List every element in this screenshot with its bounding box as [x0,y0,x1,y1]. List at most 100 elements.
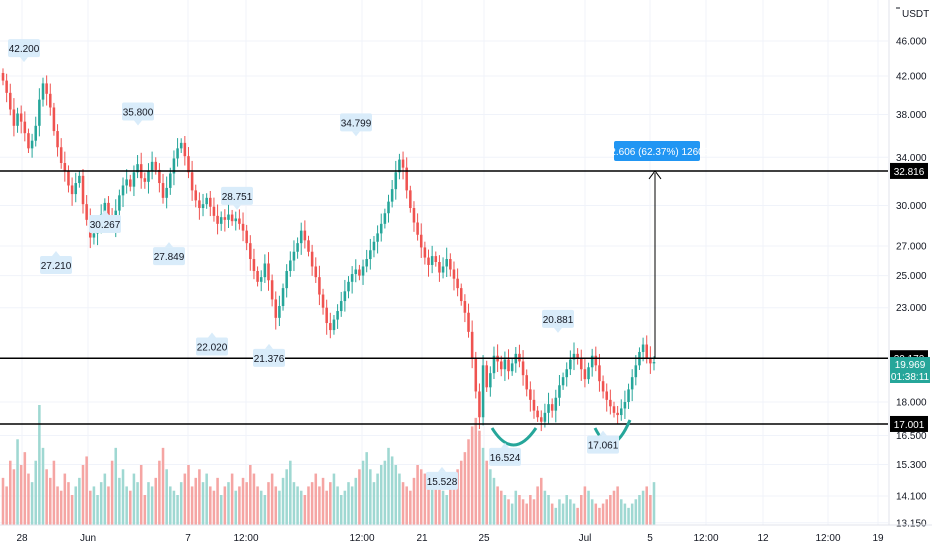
volume-bar [209,486,212,525]
candle-body [132,172,136,187]
candle-body [565,369,568,378]
candle-body [379,223,383,234]
candle-body [74,183,78,195]
volume-bar [183,473,187,525]
candle-body [238,218,241,224]
volume-bar [379,465,383,525]
candle-body [609,399,612,407]
volume-bar [598,507,601,525]
candle-body [485,365,488,388]
candle-body [492,355,496,374]
candle-body [419,234,423,248]
volume-bar [165,469,168,525]
volume-bar [227,482,230,525]
candle-body [241,223,245,231]
volume-bar [92,486,96,525]
currency-selector[interactable]: USDT [896,7,929,20]
volume-bar [190,486,194,525]
callout-box [426,471,458,490]
candle-body [372,241,376,251]
volume-bar [249,465,252,525]
price-tick-label: 34.000 [896,153,927,164]
price-callout: 27.849 [153,242,185,266]
callout-box [489,447,521,466]
volume-bar [594,503,598,525]
volume-bar [365,452,368,525]
volume-bar [59,490,63,525]
candle-body [296,243,299,252]
price-tick-label: 27.000 [896,241,927,252]
volume-bar [634,499,638,525]
candle-body [343,291,347,302]
volume-bar [459,460,463,525]
level-price-tag [890,162,928,179]
candle-body [281,288,285,307]
level-price-tag-text: 17.001 [894,420,925,431]
volume-bar [401,482,405,525]
price-callout: 27.210 [40,251,72,275]
candle-body [209,197,212,207]
candle-body [449,259,452,270]
candle-body [339,301,343,312]
volume-bar [354,477,358,525]
callout-text: 16.524 [490,453,521,464]
volume-bar [449,486,452,525]
candle-body [78,175,81,184]
volume-bar [387,447,390,525]
callout-box [40,256,72,275]
candle-body [398,159,401,173]
volume-bar [321,477,325,525]
callout-pointer [134,120,142,126]
volume-bar [390,456,394,525]
candle-body [416,222,419,235]
candle-body [158,169,161,184]
price-tick-label: 42.000 [896,72,927,83]
candle-body [136,164,139,173]
callout-text: 21.376 [254,354,285,365]
volume-bar [547,495,550,525]
candle-body [256,271,259,282]
volume-bar [485,460,488,525]
candle-body [445,259,448,267]
candle-body [23,121,27,134]
candle-body [67,171,70,186]
volume-bar [110,460,114,525]
candle-body [336,311,339,320]
volume-bar [136,482,139,525]
volume-bar [463,452,467,525]
price-tick-label: 46.000 [896,36,927,47]
candle-body [49,93,52,108]
candle-body [481,365,485,418]
candle-body [16,113,19,126]
volume-bar [12,469,16,525]
candle-body [150,161,154,172]
volume-bar [19,465,23,525]
candle-body [572,353,576,360]
candle-body [52,107,56,132]
callout-text: 22.020 [197,342,228,353]
candle-body [387,201,390,214]
callout-pointer [352,131,360,137]
volume-bar [412,477,416,525]
measure-label-box [614,141,700,161]
candle-body [212,206,216,216]
callout-box [542,309,574,328]
time-tick-label: Jun [80,533,96,544]
volume-bar [358,469,361,525]
horizontal-levels [0,170,888,425]
volume-bar [234,490,238,525]
volume-bar [139,465,143,525]
candle-body [401,159,405,168]
volume-bar [652,482,656,525]
price-tick-label: 13.150 [896,518,927,529]
volume-bar [259,490,263,525]
candle-body [365,259,368,267]
volume-bar [467,439,470,525]
time-tick-label: 12:00 [349,533,374,544]
candle-body [172,158,176,174]
candle-body [619,408,623,416]
volume-bar [609,495,612,525]
volume-bar [492,477,496,525]
volume-bar [419,469,423,525]
current-price-tag [890,357,930,383]
